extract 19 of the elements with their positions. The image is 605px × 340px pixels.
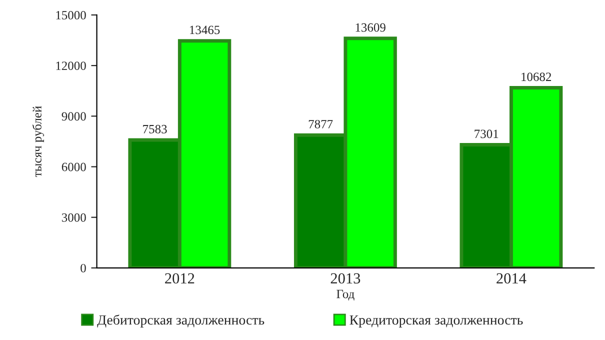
y-tick-label: 3000 [62, 213, 86, 222]
y-tick-label: 0 [80, 264, 86, 272]
x-tick-label: 2012 [165, 273, 194, 284]
y-tick-label: 15000 [56, 10, 86, 20]
x-tick-label: 2014 [496, 273, 526, 284]
y-tick-label: 12000 [56, 62, 86, 70]
data-label: 13465 [190, 26, 220, 34]
data-label: 7877 [308, 120, 333, 128]
data-label: 7301 [474, 130, 498, 138]
y-axis-title: тысяч рублей [32, 106, 44, 177]
x-tick-label: 2013 [330, 273, 360, 284]
legend-label: Дебиторская задолженность [97, 314, 264, 328]
legend-label: Кредиторская задолженность [350, 315, 523, 328]
y-tick-label: 6000 [62, 162, 86, 172]
y-tick-label: 9000 [62, 112, 86, 121]
data-label: 13609 [356, 23, 386, 32]
data-label: 10682 [522, 72, 552, 82]
x-axis-title: Год [336, 290, 354, 301]
data-label: 7583 [143, 124, 167, 134]
